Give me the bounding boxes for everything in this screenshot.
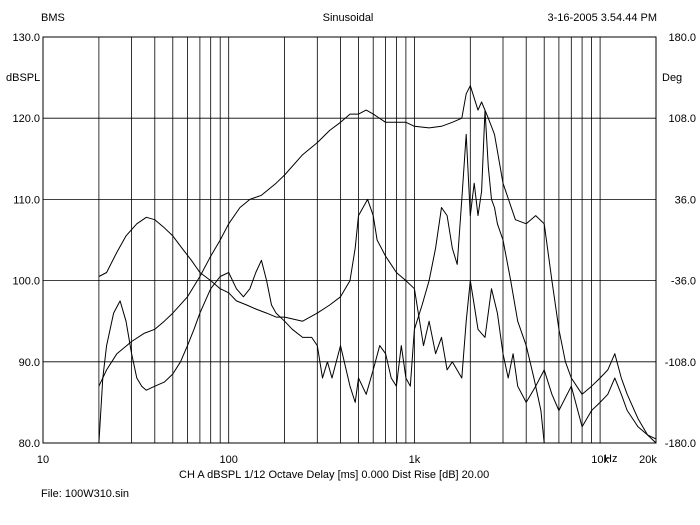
x-tick-label: 100 (220, 454, 238, 466)
y2-tick-label: -36.0 (671, 276, 696, 288)
y2-tick-label: 36.0 (675, 194, 696, 206)
y-axis-label: dBSPL (6, 72, 41, 84)
series-line-2 (98, 85, 657, 444)
file-name: File: 100W310.sin (41, 488, 130, 500)
y-tick-label: 90.0 (19, 357, 40, 369)
chart-grid (43, 37, 656, 443)
y-tick-label: 80.0 (19, 438, 40, 450)
x-tick-label: 20k (639, 454, 657, 466)
header-left: BMS (41, 12, 65, 24)
measurement-settings: CH A dBSPL 1/12 Octave Delay [ms] 0.000 … (179, 469, 490, 481)
x-tick-label: 10 (37, 454, 49, 466)
tick-labels-group: 130.0 120.0 110.0 100.0 90.0 80.0 180.0 108.0 36… (12, 32, 696, 466)
y-tick-label: 110.0 (13, 194, 40, 206)
y-tick-label: 130.0 (12, 32, 40, 44)
y2-tick-label: -108.0 (665, 357, 696, 369)
chart-series-group (98, 85, 657, 444)
plot-frame (42, 36, 657, 444)
y-tick-label: 100.0 (12, 276, 40, 288)
series-line-3 (98, 109, 545, 444)
header-timestamp: 3-16-2005 3.54.44 PM (547, 12, 657, 24)
y2-tick-label: 180.0 (668, 32, 696, 44)
x-axis-unit-label: Hz (604, 453, 618, 465)
series-line-1 (98, 198, 657, 440)
x-tick-label: 1k (409, 454, 421, 466)
y2-axis-label: Deg (662, 72, 683, 84)
y2-tick-label: -180.0 (665, 438, 696, 450)
y-tick-label: 120.0 (12, 113, 40, 125)
y2-tick-label: 108.0 (668, 113, 696, 125)
x-tick-label: 10k (591, 454, 609, 466)
chart-title: Sinusoidal (322, 12, 374, 24)
